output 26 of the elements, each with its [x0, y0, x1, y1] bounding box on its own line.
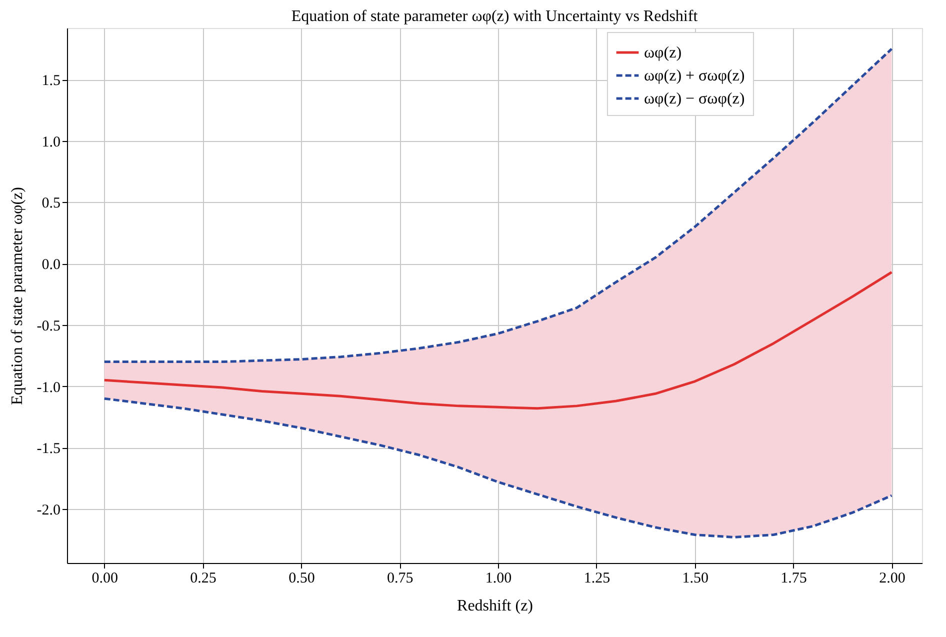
x-axis-title: Redshift (z) — [457, 598, 533, 614]
legend-label: ωφ(z) + σωφ(z) — [644, 68, 745, 84]
x-tick-label: 1.25 — [584, 570, 610, 586]
line-series — [103, 397, 893, 538]
chart-title: Equation of state parameter ωφ(z) with Uncertainty vs Redshift — [291, 8, 698, 25]
y-tick-label: 0.5 — [42, 196, 60, 212]
line-series — [103, 270, 893, 410]
y-axis-title: Equation of state parameter ωφ(z) — [8, 187, 26, 405]
y-tick-label: 1.0 — [42, 134, 60, 150]
y-tick-label: -1.0 — [36, 380, 60, 396]
y-tick-label: 0.0 — [42, 257, 60, 274]
legend-label: ωφ(z) − σωφ(z) — [644, 90, 745, 108]
x-tick-label: 0.50 — [288, 570, 315, 586]
x-tick-label: 1.75 — [780, 570, 807, 586]
line-series — [103, 48, 893, 364]
y-tick-label: -1.5 — [36, 441, 60, 458]
y-tick-label: -2.0 — [36, 502, 60, 519]
x-tick-label: 1.00 — [485, 570, 512, 586]
x-tick-label: 0.25 — [190, 570, 216, 586]
x-tick-label: 0.75 — [387, 570, 414, 586]
legend-label: ωφ(z) — [644, 44, 682, 62]
x-tick-label: 2.00 — [879, 570, 906, 586]
y-tick-label: 1.5 — [42, 73, 60, 90]
x-tick-label: 1.50 — [682, 570, 708, 586]
x-tick-label: 0.00 — [92, 570, 118, 586]
y-tick-label: -0.5 — [36, 318, 60, 334]
